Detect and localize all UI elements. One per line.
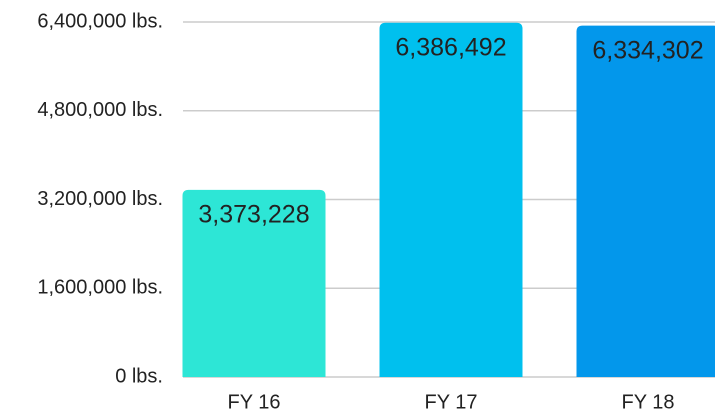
y-tick-label: 6,400,000 lbs. [37,10,163,32]
y-tick-label: 4,800,000 lbs. [37,99,163,121]
x-tick-label: FY 18 [622,391,675,413]
bar [182,189,326,377]
y-tick-label: 3,200,000 lbs. [37,188,163,210]
y-tick-label: 0 lbs. [115,365,163,387]
value-label: 6,334,302 [592,36,703,64]
bar [576,25,715,377]
value-label: 6,386,492 [395,33,506,61]
bar [379,22,523,378]
x-tick-label: FY 17 [425,391,478,413]
value-label: 3,373,228 [198,201,309,229]
x-tick-label: FY 16 [228,391,281,413]
y-tick-label: 1,600,000 lbs. [37,277,163,299]
